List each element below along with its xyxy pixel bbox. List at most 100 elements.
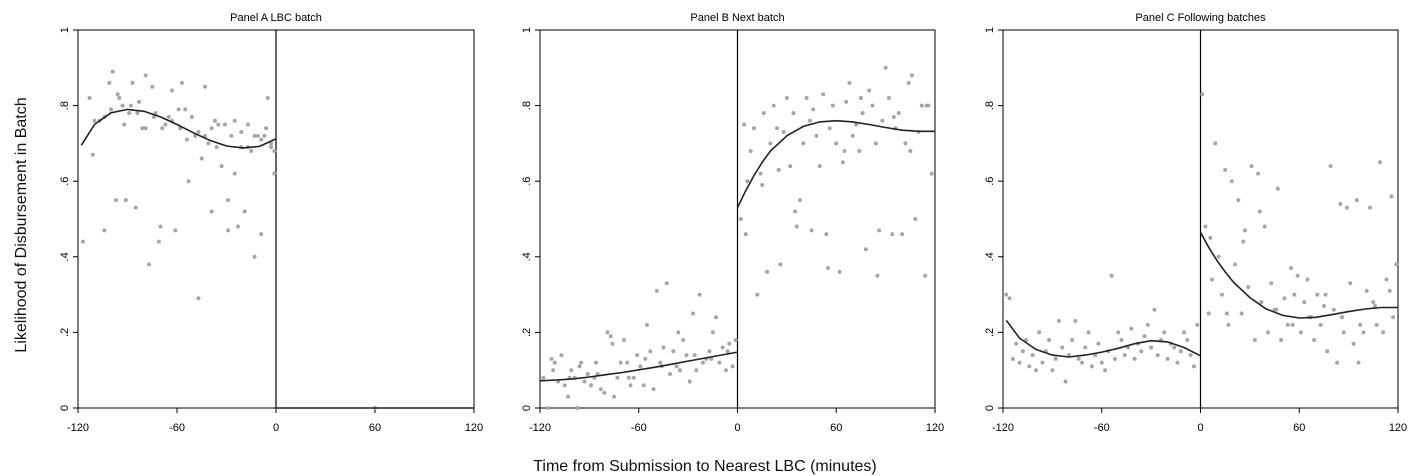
- y-tick-label: .8: [59, 101, 71, 110]
- x-tick-label: 60: [1293, 422, 1305, 434]
- data-point: [249, 148, 254, 153]
- data-point: [130, 80, 135, 85]
- data-point: [625, 360, 630, 365]
- data-point: [113, 198, 118, 203]
- data-point: [209, 209, 214, 214]
- data-point: [107, 80, 112, 85]
- data-point: [170, 88, 175, 93]
- data-point: [1348, 281, 1353, 286]
- data-point: [160, 126, 165, 131]
- data-point: [605, 330, 610, 335]
- data-point: [226, 198, 231, 203]
- data-point: [123, 198, 128, 203]
- data-point: [1099, 360, 1104, 365]
- data-point: [1292, 292, 1297, 297]
- y-tick-label: 0: [521, 405, 533, 411]
- x-tick-label: -120: [67, 422, 89, 434]
- y-tick-label: .6: [521, 177, 533, 186]
- data-point: [589, 383, 594, 388]
- y-tick-label: .8: [521, 101, 533, 110]
- data-point: [1027, 364, 1032, 369]
- y-tick-label: 1: [59, 27, 71, 33]
- data-point: [638, 364, 643, 369]
- data-point: [1037, 330, 1042, 335]
- data-point: [1312, 337, 1317, 342]
- data-point: [549, 356, 554, 361]
- data-point: [858, 96, 863, 101]
- data-point: [1381, 330, 1386, 335]
- data-point: [1162, 330, 1167, 335]
- data-point: [676, 330, 681, 335]
- data-point: [179, 80, 184, 85]
- data-point: [1328, 164, 1333, 169]
- data-point: [697, 292, 702, 297]
- data-point: [743, 232, 748, 237]
- data-point: [681, 337, 686, 342]
- data-point: [1020, 349, 1025, 354]
- data-point: [140, 126, 145, 131]
- data-point: [1242, 228, 1247, 233]
- data-point: [768, 141, 773, 146]
- data-point: [1014, 341, 1019, 346]
- data-point: [137, 99, 142, 104]
- data-point: [1394, 262, 1399, 267]
- data-point: [602, 390, 607, 395]
- data-point: [122, 122, 127, 127]
- data-point: [196, 130, 201, 135]
- data-point: [643, 356, 648, 361]
- data-point: [143, 73, 148, 78]
- data-point: [1109, 273, 1114, 278]
- data-point: [128, 103, 133, 108]
- y-tick-label: .6: [59, 177, 71, 186]
- data-point: [1086, 330, 1091, 335]
- data-point: [196, 296, 201, 301]
- data-point: [579, 360, 584, 365]
- data-point: [1259, 300, 1264, 305]
- data-point: [120, 103, 125, 108]
- data-point: [793, 209, 798, 214]
- y-tick-label: .4: [984, 252, 996, 261]
- data-point: [691, 311, 696, 316]
- data-point: [1318, 322, 1323, 327]
- data-point: [776, 167, 781, 172]
- data-point: [117, 96, 122, 101]
- data-point: [661, 345, 666, 350]
- data-point: [1210, 277, 1215, 282]
- data-point: [760, 182, 765, 187]
- data-point: [1213, 141, 1218, 146]
- data-point: [742, 122, 747, 127]
- data-point: [206, 141, 211, 146]
- data-point: [1351, 341, 1356, 346]
- data-point: [1226, 322, 1231, 327]
- data-point: [1203, 224, 1208, 229]
- data-point: [1206, 311, 1211, 316]
- data-point: [804, 96, 809, 101]
- data-point: [654, 288, 659, 293]
- data-point: [1185, 337, 1190, 342]
- data-point: [1340, 315, 1345, 320]
- data-point: [909, 73, 914, 78]
- data-point: [913, 217, 918, 221]
- data-point: [1274, 307, 1279, 312]
- data-point: [127, 111, 132, 116]
- data-point: [844, 99, 849, 104]
- data-point: [135, 111, 140, 116]
- panel-title: Panel B Next batch: [690, 12, 784, 24]
- data-point: [1321, 303, 1326, 308]
- data-point: [541, 375, 546, 380]
- data-point: [908, 148, 913, 153]
- data-point: [551, 368, 556, 373]
- data-point: [1145, 322, 1150, 327]
- data-point: [824, 232, 829, 237]
- data-point: [577, 364, 582, 369]
- data-point: [565, 394, 570, 399]
- data-point: [575, 406, 580, 410]
- data-point: [1223, 167, 1228, 172]
- data-point: [1073, 319, 1078, 324]
- y-tick-label: 1: [521, 27, 533, 33]
- fit-left-curve: [1005, 319, 1201, 358]
- data-point: [1269, 281, 1274, 286]
- data-point: [133, 205, 138, 210]
- data-point: [860, 111, 865, 116]
- x-tick-label: 120: [1389, 422, 1407, 434]
